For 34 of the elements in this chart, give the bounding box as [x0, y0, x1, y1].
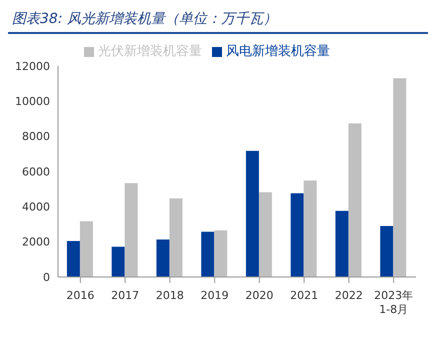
bar	[380, 226, 394, 277]
y-tick-label: 12000	[15, 60, 50, 73]
legend-label: 光伏新增装机容量	[98, 44, 202, 59]
bar	[169, 198, 182, 277]
x-tick-label: 2023年 1-8月	[374, 289, 414, 316]
bar	[214, 230, 228, 277]
x-tick-label: 2021	[290, 289, 318, 302]
bar	[80, 221, 93, 277]
x-tick-label: 2017	[111, 289, 140, 302]
bar	[348, 123, 362, 277]
y-tick-label: 4000	[22, 200, 50, 214]
bar	[335, 210, 348, 277]
bar	[304, 180, 317, 277]
x-tick-label: 2016	[66, 289, 94, 302]
legend-label: 风电新增装机容量	[226, 44, 330, 59]
bar	[290, 193, 304, 277]
y-tick-label: 8000	[22, 130, 50, 144]
bar	[201, 232, 214, 277]
x-tick-label: 2020	[245, 289, 274, 302]
bar	[156, 240, 170, 277]
x-tick-label: 2018	[156, 289, 184, 302]
y-tick-label: 0	[43, 270, 50, 284]
x-tick-label: 2019	[200, 289, 229, 302]
bar	[112, 246, 125, 277]
bar	[393, 78, 406, 277]
bar	[258, 192, 272, 277]
y-tick-label: 6000	[22, 165, 50, 178]
bar	[246, 150, 259, 277]
bar	[66, 240, 80, 277]
bar	[124, 183, 138, 277]
chart-title: 图表38: 风光新增装机量（单位：万千瓦）	[8, 8, 428, 34]
y-tick-label: 10000	[15, 95, 50, 108]
x-tick-label: 2022	[334, 289, 363, 302]
y-tick-label: 2000	[22, 236, 50, 249]
